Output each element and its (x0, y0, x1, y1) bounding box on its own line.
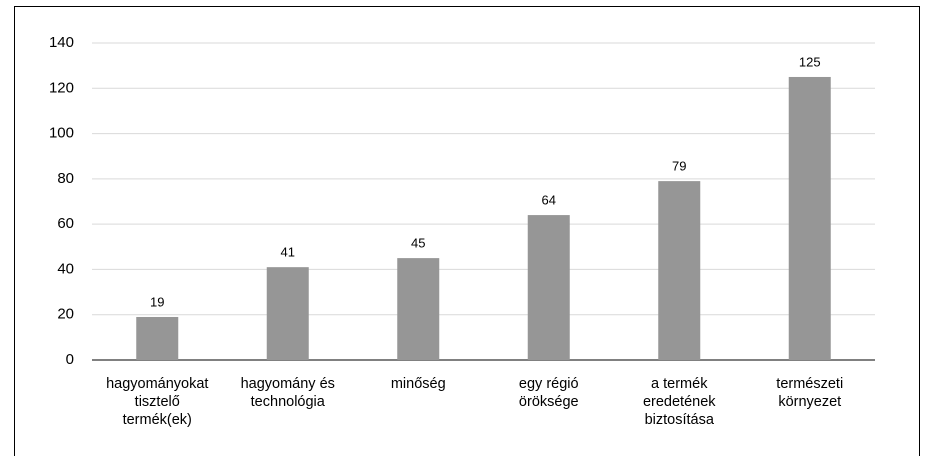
data-label: 19 (150, 294, 164, 309)
x-tick-label: egy régió öröksége (518, 376, 579, 410)
bar (527, 215, 570, 360)
y-tick-label: 140 (49, 34, 74, 51)
bar (266, 267, 309, 360)
x-tick-label: hagyományokat tisztelő termék(ek) (106, 376, 209, 428)
data-label: 79 (672, 159, 686, 174)
data-label: 45 (411, 236, 425, 251)
y-tick-label: 80 (57, 170, 74, 187)
bar (658, 181, 701, 360)
chart-border (14, 6, 920, 456)
y-tick-label: 40 (57, 260, 74, 277)
x-tick-label: minőség (390, 376, 446, 392)
x-tick-label: hagyomány és technológia (240, 376, 335, 410)
data-label: 41 (281, 245, 295, 260)
y-tick-label: 60 (57, 215, 74, 232)
bar (136, 316, 179, 360)
bar (397, 258, 440, 360)
data-label: 64 (542, 193, 556, 208)
y-tick-label: 100 (49, 125, 74, 142)
x-tick-label: a termék eredetének biztosítása (642, 376, 716, 428)
x-tick-label: természeti környezet (776, 376, 844, 410)
y-tick-label: 0 (66, 351, 74, 368)
data-label: 125 (799, 54, 821, 69)
y-tick-label: 20 (57, 306, 74, 323)
bar (788, 76, 831, 360)
y-tick-label: 120 (49, 79, 74, 96)
